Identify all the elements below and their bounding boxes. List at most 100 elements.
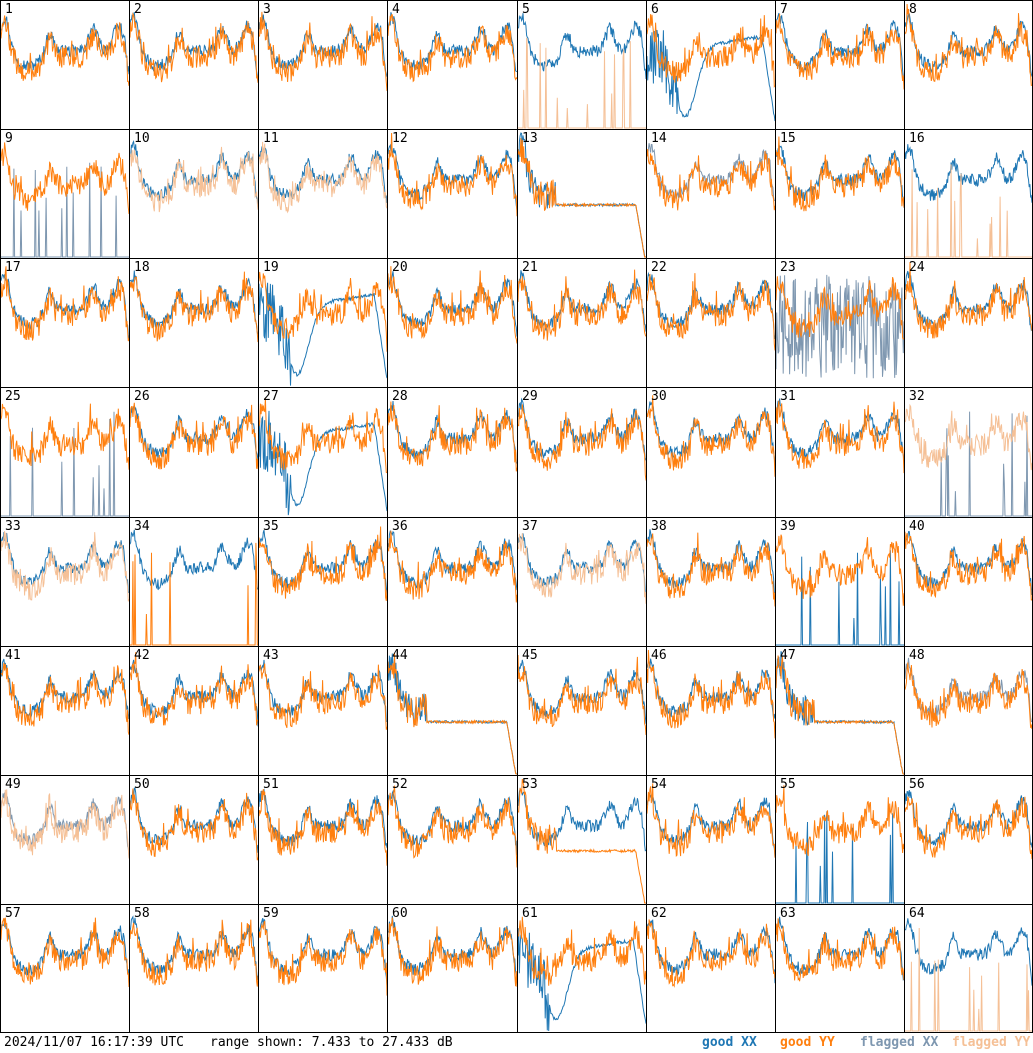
panel-plot xyxy=(259,271,387,386)
panel-label: 51 xyxy=(263,777,279,792)
good-yy-series xyxy=(776,400,904,474)
panel-label: 4 xyxy=(392,2,400,17)
flagged-xx-series xyxy=(905,411,1032,517)
panel-label: 14 xyxy=(651,131,667,146)
flagged-yy-series xyxy=(130,146,258,213)
panel-label: 23 xyxy=(780,260,796,275)
spectrum-panel: 47 xyxy=(775,646,905,776)
good-xx-series xyxy=(259,282,387,386)
good-yy-series xyxy=(776,136,904,212)
spectrum-panel: 38 xyxy=(646,517,776,647)
spectrum-panel: 24 xyxy=(904,258,1033,388)
good-xx-series xyxy=(905,789,1032,848)
spectrum-panel: 49 xyxy=(0,775,130,905)
panel-plot xyxy=(130,270,258,343)
panel-plot xyxy=(905,403,1032,517)
good-yy-series xyxy=(259,398,387,474)
panel-plot xyxy=(905,789,1032,860)
flagged-yy-series xyxy=(518,533,646,604)
spectrum-panel: 40 xyxy=(904,517,1033,647)
good-yy-series xyxy=(388,785,517,868)
good-xx-series xyxy=(647,658,775,719)
panel-plot xyxy=(905,144,1032,258)
good-yy-series xyxy=(518,778,646,904)
good-yy-series xyxy=(776,534,904,606)
panel-plot xyxy=(130,915,258,987)
spectrum-panel: 31 xyxy=(775,387,905,518)
panel-plot xyxy=(1,266,129,342)
spectrum-panel: 52 xyxy=(387,775,518,905)
good-yy-series xyxy=(130,652,258,726)
good-yy-series xyxy=(130,271,258,343)
spectrum-panel: 57 xyxy=(0,904,130,1033)
spectrum-panel: 58 xyxy=(129,904,259,1033)
panel-label: 54 xyxy=(651,777,667,792)
panel-label: 30 xyxy=(651,389,667,404)
panel-plot xyxy=(905,3,1032,87)
panel-label: 52 xyxy=(392,777,408,792)
flagged-xx-series xyxy=(1,411,129,517)
panel-plot xyxy=(130,402,258,470)
good-xx-series xyxy=(905,12,1032,77)
good-xx-series xyxy=(130,529,258,591)
panel-label: 46 xyxy=(651,648,667,663)
spectrum-panel: 33 xyxy=(0,517,130,647)
spectrum-panel: 22 xyxy=(646,258,776,388)
spectrum-panel: 1 xyxy=(0,0,130,130)
panel-label: 1 xyxy=(5,2,13,17)
good-yy-series xyxy=(388,266,517,344)
good-xx-series xyxy=(647,29,775,122)
panel-label: 20 xyxy=(392,260,408,275)
good-yy-series xyxy=(905,662,1032,730)
good-xx-series xyxy=(130,140,258,208)
good-yy-series xyxy=(647,395,775,477)
panel-label: 47 xyxy=(780,648,796,663)
spectrum-panel: 63 xyxy=(775,904,905,1033)
good-yy-series xyxy=(647,149,775,211)
panel-plot xyxy=(259,398,387,516)
good-xx-series xyxy=(1,918,129,984)
panel-plot xyxy=(259,526,387,602)
panel-label: 34 xyxy=(134,519,150,534)
panel-label: 31 xyxy=(780,389,796,404)
good-xx-series xyxy=(518,13,646,80)
good-xx-series xyxy=(388,140,517,211)
panel-plot xyxy=(647,143,775,211)
good-yy-series xyxy=(518,404,646,481)
panel-label: 64 xyxy=(909,906,925,921)
panel-plot xyxy=(776,651,904,775)
panel-label: 58 xyxy=(134,906,150,921)
panel-label: 9 xyxy=(5,131,13,146)
spectrum-panel: 53 xyxy=(517,775,647,905)
spectrum-panel: 27 xyxy=(258,387,388,518)
spectrum-panel: 41 xyxy=(0,646,130,776)
legend-flagged-xx: flagged XX xyxy=(860,1035,939,1050)
panel-label: 53 xyxy=(522,777,538,792)
panel-label: 57 xyxy=(5,906,21,921)
good-xx-series xyxy=(776,550,904,646)
panel-label: 45 xyxy=(522,648,538,663)
good-yy-series xyxy=(259,789,387,866)
panel-label: 49 xyxy=(5,777,21,792)
good-xx-series xyxy=(388,789,517,856)
good-yy-series xyxy=(388,132,517,217)
spectrum-panel: 45 xyxy=(517,646,647,776)
panel-plot xyxy=(518,269,646,341)
spectrum-panel: 7 xyxy=(775,0,905,130)
panel-plot xyxy=(647,395,775,477)
good-yy-series xyxy=(905,531,1032,601)
panel-label: 6 xyxy=(651,2,659,17)
panel-label: 37 xyxy=(522,519,538,534)
panel-plot xyxy=(259,918,387,996)
spectrum-panel: 21 xyxy=(517,258,647,388)
spectrum-panel: 56 xyxy=(904,775,1033,905)
spectrum-panel: 25 xyxy=(0,387,130,518)
range-shown: range shown: 7.433 to 27.433 dB xyxy=(210,1035,453,1050)
good-xx-series xyxy=(647,401,775,466)
panel-label: 28 xyxy=(392,389,408,404)
panel-plot xyxy=(259,11,387,91)
spectrum-panel: 23 xyxy=(775,258,905,388)
good-xx-series xyxy=(776,12,904,82)
panel-plot xyxy=(905,261,1032,339)
panel-label: 21 xyxy=(522,260,538,275)
